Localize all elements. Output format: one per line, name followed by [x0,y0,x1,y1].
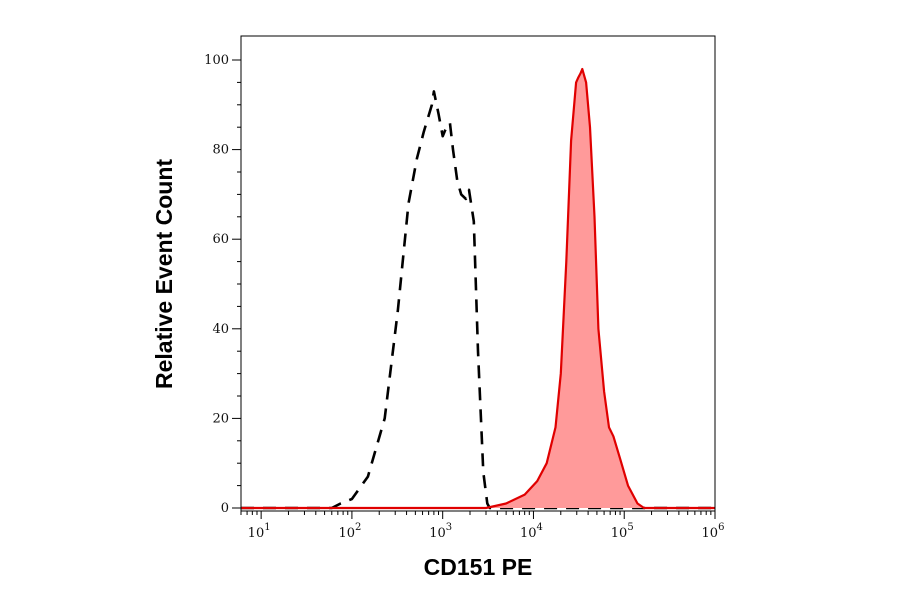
x-axis: 101 102 103 104 105 106 [240,511,725,541]
y-axis-title: Relative Event Count [151,159,177,389]
y-tick-label: 40 [212,322,229,337]
series-1-line [241,67,715,510]
x-axis-title: CD151 PE [424,554,533,580]
x-tick-label: 105 [611,522,634,541]
series-0-line [241,90,715,510]
y-tick-label: 60 [212,232,229,247]
x-tick-label: 104 [520,522,543,541]
y-tick-label: 80 [212,143,229,158]
y-tick-label: 20 [212,411,229,426]
x-tick-label: 102 [338,522,361,541]
series-layer [241,67,715,510]
y-tick-label: 100 [204,53,229,68]
plot-frame [240,35,716,512]
series-1 [241,67,715,510]
x-tick-label: 101 [248,522,271,541]
y-tick-label: 0 [221,501,229,516]
series-1-area [241,69,715,508]
x-tick-label: 103 [429,522,452,541]
y-axis: 0 20 40 60 80 100 [204,53,241,516]
series-0 [241,90,715,510]
x-tick-label: 106 [702,522,725,541]
